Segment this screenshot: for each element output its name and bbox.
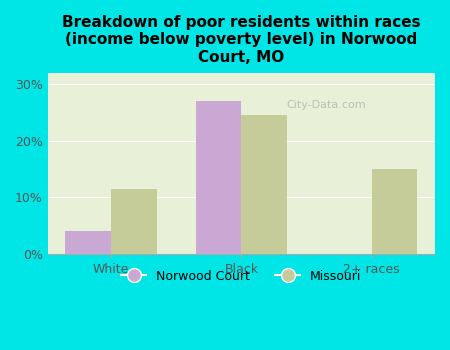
Bar [241, 116, 287, 254]
Bar [372, 169, 418, 254]
Bar [65, 231, 111, 254]
Text: City-Data.com: City-Data.com [287, 100, 366, 111]
Bar [111, 189, 157, 254]
Title: Breakdown of poor residents within races
(income below poverty level) in Norwood: Breakdown of poor residents within races… [62, 15, 421, 65]
Bar [196, 101, 241, 254]
Legend: Norwood Court, Missouri: Norwood Court, Missouri [116, 265, 366, 288]
